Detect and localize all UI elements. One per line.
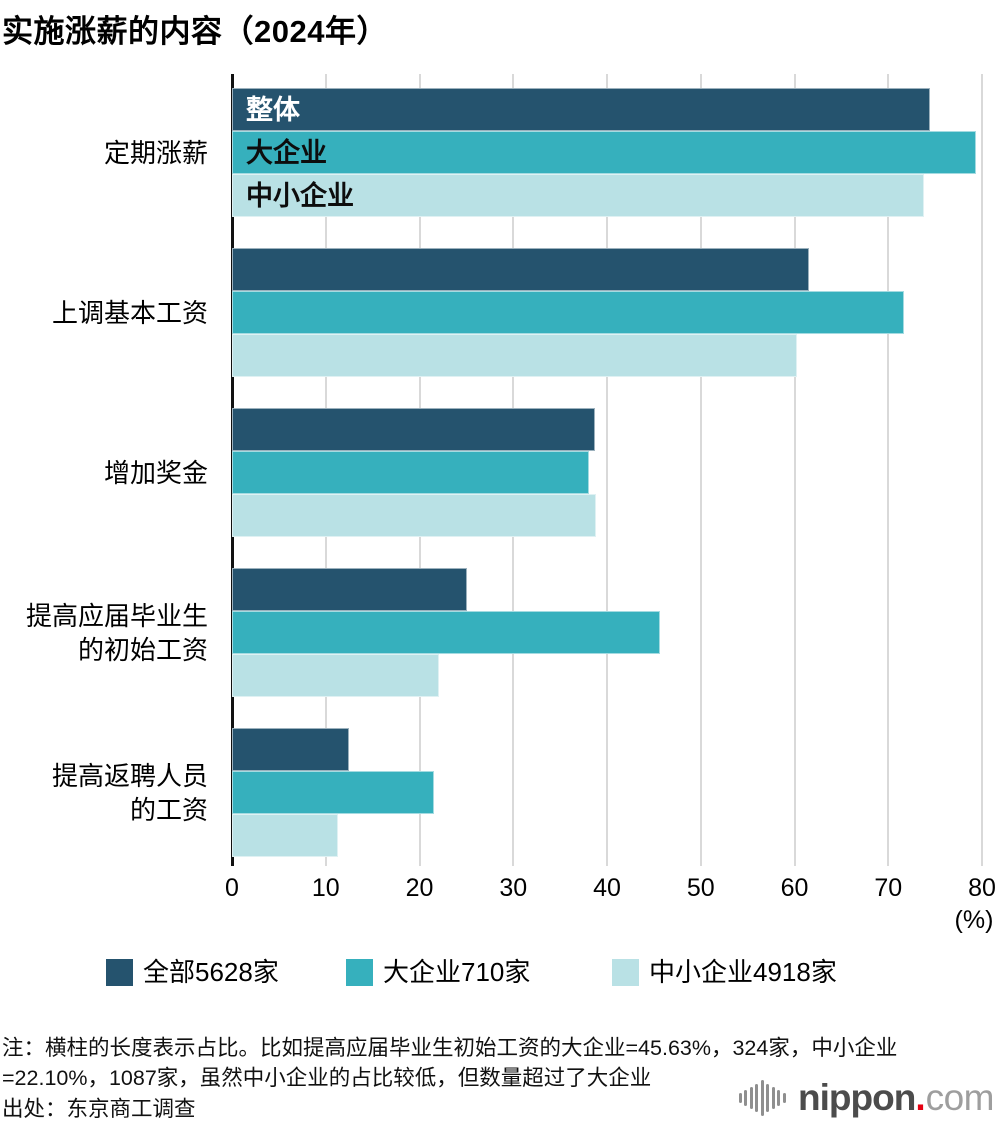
chart-title: 实施涨薪的内容（2024年） <box>2 14 388 49</box>
x-tick-10: 10 <box>311 874 340 902</box>
bar-中小企业-3 <box>232 654 440 697</box>
gridline-40 <box>606 74 608 866</box>
legend-label: 中小企业4918家 <box>649 957 837 987</box>
category-label-1: 上调基本工资 <box>51 297 208 328</box>
x-tick-30: 30 <box>499 874 528 902</box>
in-bar-series-label-中小企业: 中小企业 <box>246 181 354 211</box>
bar-大企业-4 <box>232 771 434 814</box>
legend-swatch-icon <box>106 959 133 986</box>
bar-大企业-1 <box>232 291 905 334</box>
bar-整体-1 <box>232 248 809 291</box>
category-label-4: 提高返聘人员 的工资 <box>51 760 208 825</box>
category-label-3: 提高应届毕业生 的初始工资 <box>25 600 208 665</box>
category-label-2: 增加奖金 <box>103 457 208 488</box>
bar-中小企业-0 <box>232 174 924 217</box>
x-axis-unit-label: (%) <box>954 906 994 934</box>
x-tick-20: 20 <box>405 874 434 902</box>
legend-swatch-icon <box>346 959 373 986</box>
bar-整体-2 <box>232 408 595 451</box>
in-bar-series-label-整体: 整体 <box>246 95 300 125</box>
gridline-70 <box>887 74 890 866</box>
nippon-com-logo: nippon. com <box>738 1076 995 1120</box>
x-tick-40: 40 <box>593 874 621 902</box>
gridline-80 <box>981 74 983 866</box>
legend-label: 大企业710家 <box>383 957 531 987</box>
x-tick-50: 50 <box>686 874 715 902</box>
gridline-60 <box>793 74 796 866</box>
in-bar-series-label-大企业: 大企业 <box>246 138 327 168</box>
waveform-icon <box>738 1080 789 1116</box>
logo-text-suffix: com <box>925 1077 995 1118</box>
legend-label: 全部5628家 <box>143 957 279 987</box>
bar-整体-0 <box>232 88 931 131</box>
bar-中小企业-1 <box>232 334 798 377</box>
note-line-2: =22.10%，1087家，虽然中小企业的占比较低，但数量超过了大企业 <box>2 1066 652 1090</box>
bar-整体-4 <box>232 728 350 771</box>
category-label-0: 定期涨薪 <box>103 137 208 168</box>
x-tick-0: 0 <box>225 874 239 902</box>
logo-dot: . <box>915 1077 926 1118</box>
bar-中小企业-2 <box>232 494 596 537</box>
legend-swatch-icon <box>612 959 639 986</box>
footnotes: 注：横柱的长度表示占比。比如提高应届毕业生初始工资的大企业=45.63%，324… <box>2 1033 998 1124</box>
bar-大企业-2 <box>232 451 590 494</box>
bar-中小企业-4 <box>232 814 338 857</box>
source-credit: 出处：东京商工调查 <box>2 1097 196 1121</box>
bar-大企业-3 <box>232 611 660 654</box>
x-tick-80: 80 <box>968 874 996 902</box>
logo-text-main: nippon <box>798 1077 916 1118</box>
bar-大企业-0 <box>232 131 977 174</box>
gridline-50 <box>699 74 702 866</box>
note-line-1: 注：横柱的长度表示占比。比如提高应届毕业生初始工资的大企业=45.63%，324… <box>2 1036 898 1060</box>
bar-整体-3 <box>232 568 468 611</box>
horizontal-bar-chart: 0 10 20 30 40 50 60 70 80 (%) 整体大企业中小企业 定期涨薪上调基本工资增… <box>25 74 996 934</box>
legend: 全部5628家 大企业710家 中小企业4918家 <box>0 958 1000 992</box>
x-tick-60: 60 <box>780 874 809 902</box>
x-tick-70: 70 <box>874 874 903 902</box>
